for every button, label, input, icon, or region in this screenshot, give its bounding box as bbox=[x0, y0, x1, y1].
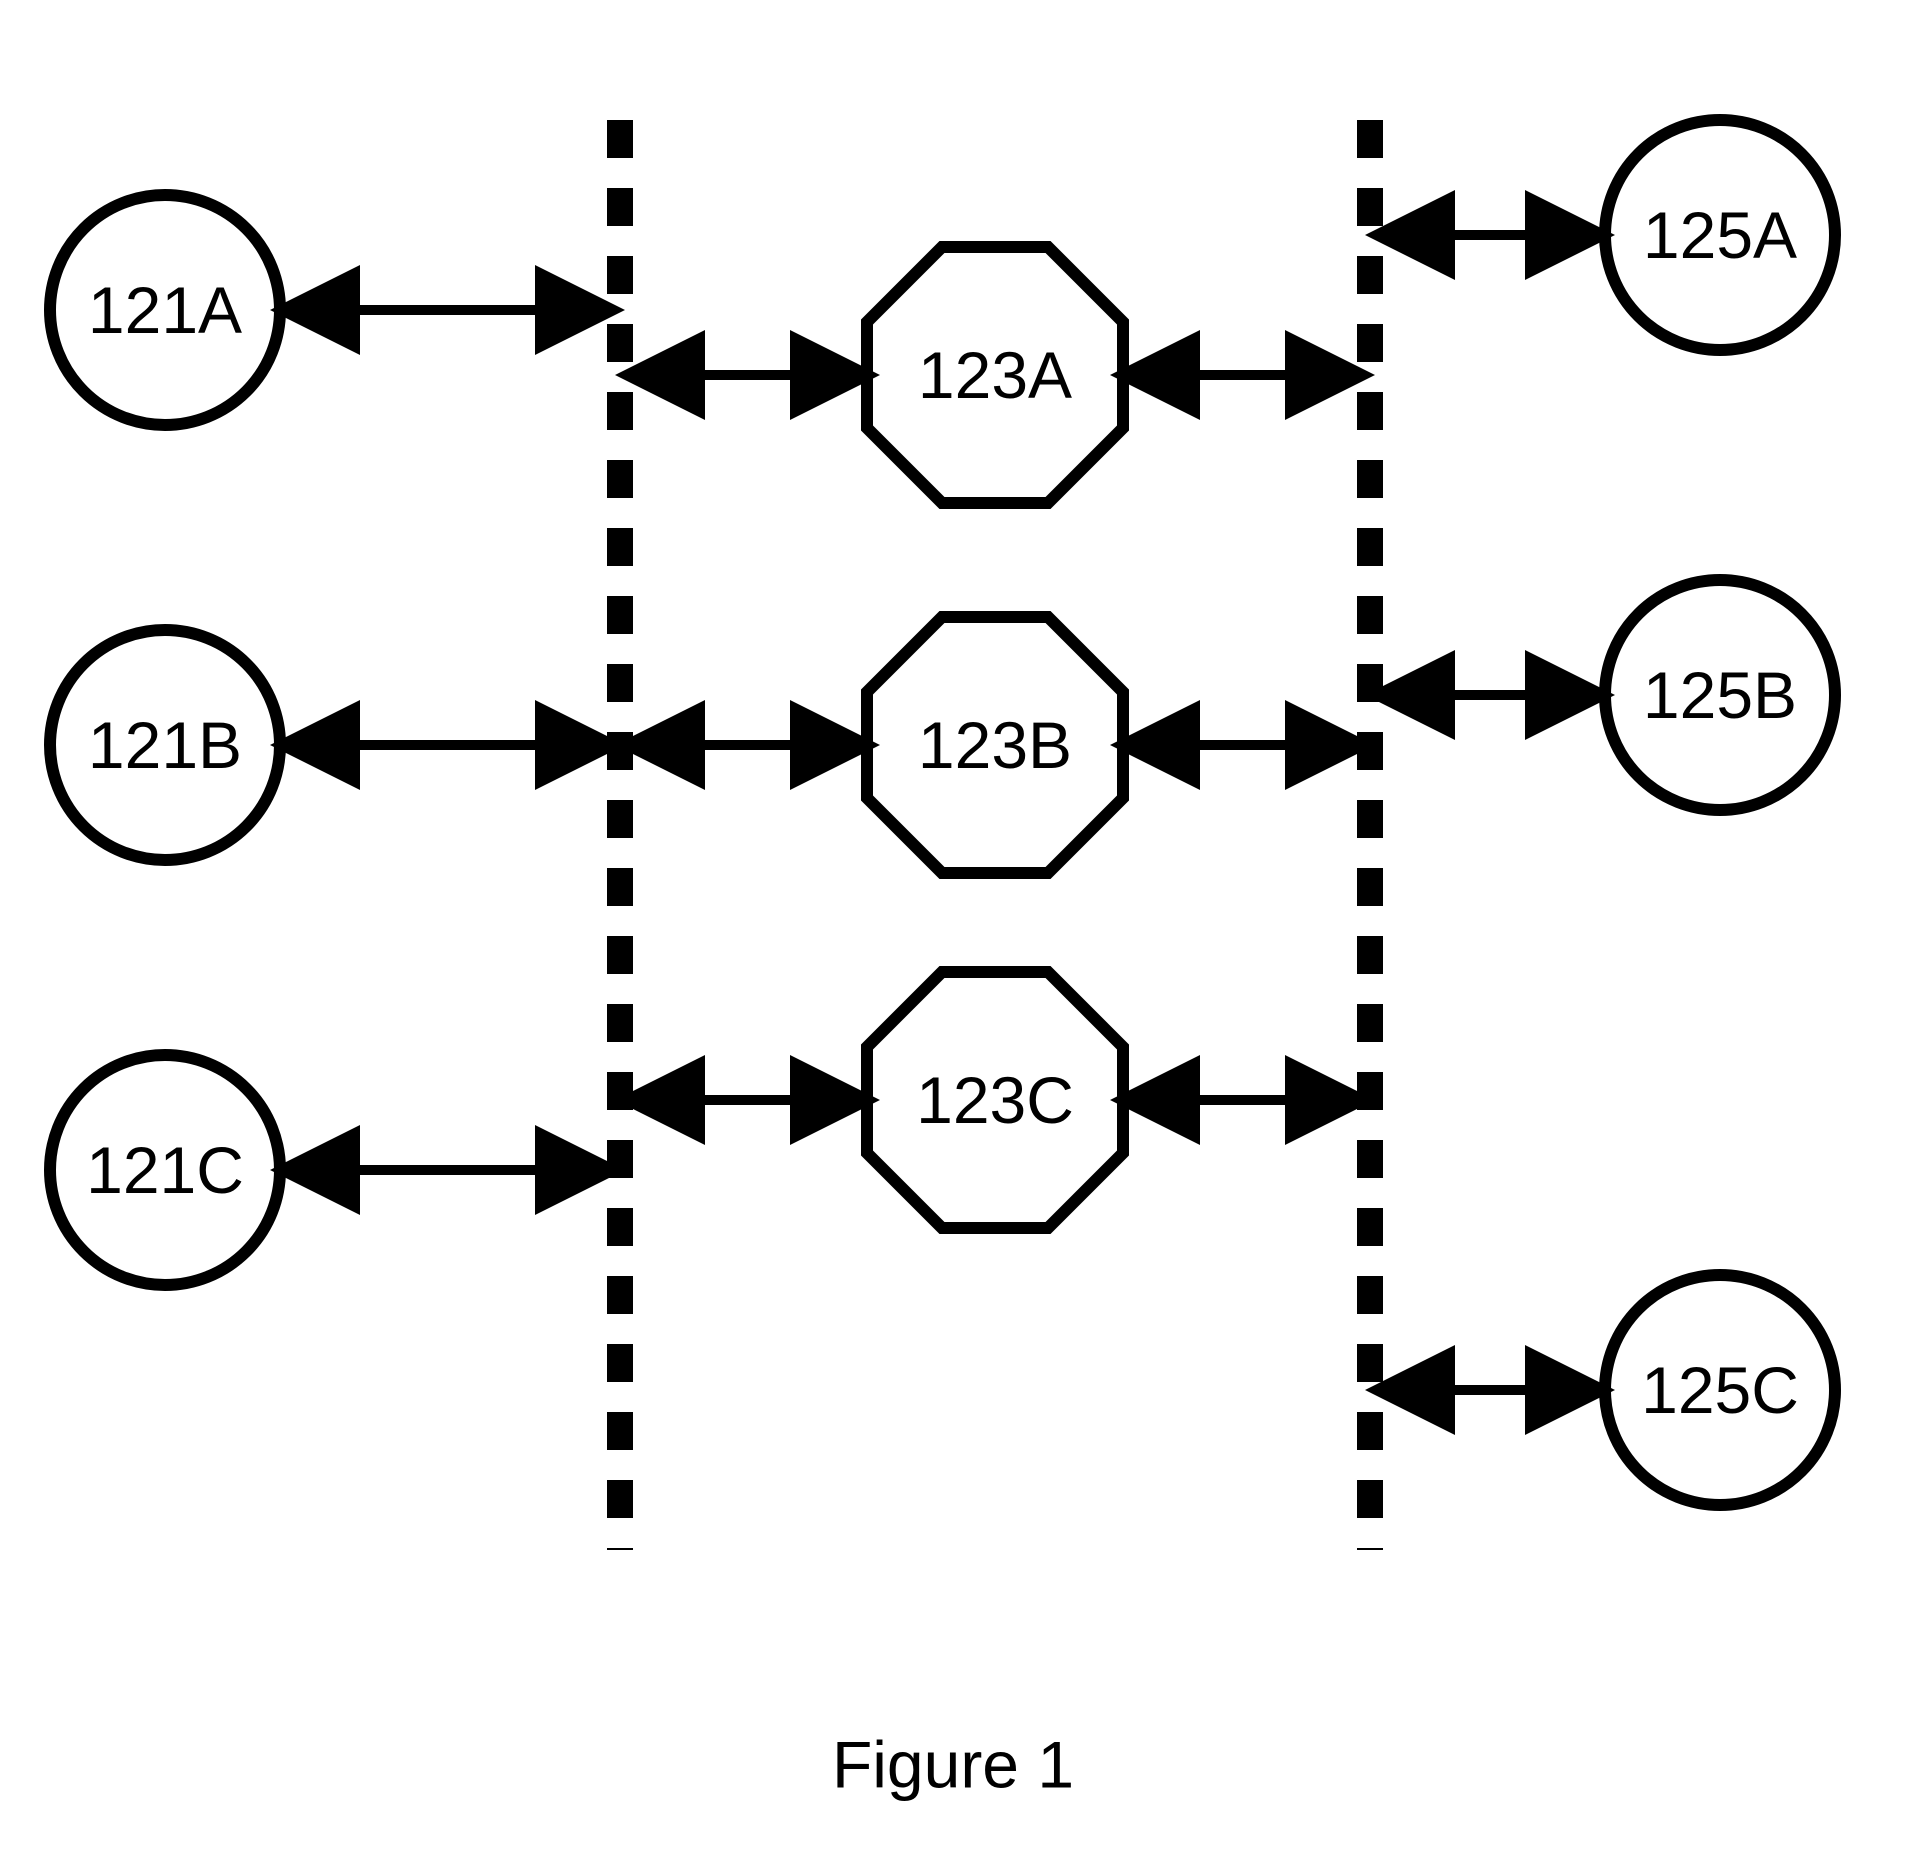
label-123C: 123C bbox=[916, 1063, 1074, 1137]
label-125A: 125A bbox=[1643, 198, 1797, 272]
label-121B: 121B bbox=[88, 708, 242, 782]
diagram-canvas: 121A 121B 121C 123A 123B 123C 125A 125B 125C Fig… bbox=[0, 0, 1907, 1869]
label-121A: 121A bbox=[88, 273, 242, 347]
label-125C: 125C bbox=[1641, 1353, 1799, 1427]
label-123B: 123B bbox=[918, 708, 1072, 782]
label-125B: 125B bbox=[1643, 658, 1797, 732]
label-121C: 121C bbox=[86, 1133, 244, 1207]
label-123A: 123A bbox=[918, 338, 1072, 412]
figure-caption: Figure 1 bbox=[832, 1727, 1074, 1801]
